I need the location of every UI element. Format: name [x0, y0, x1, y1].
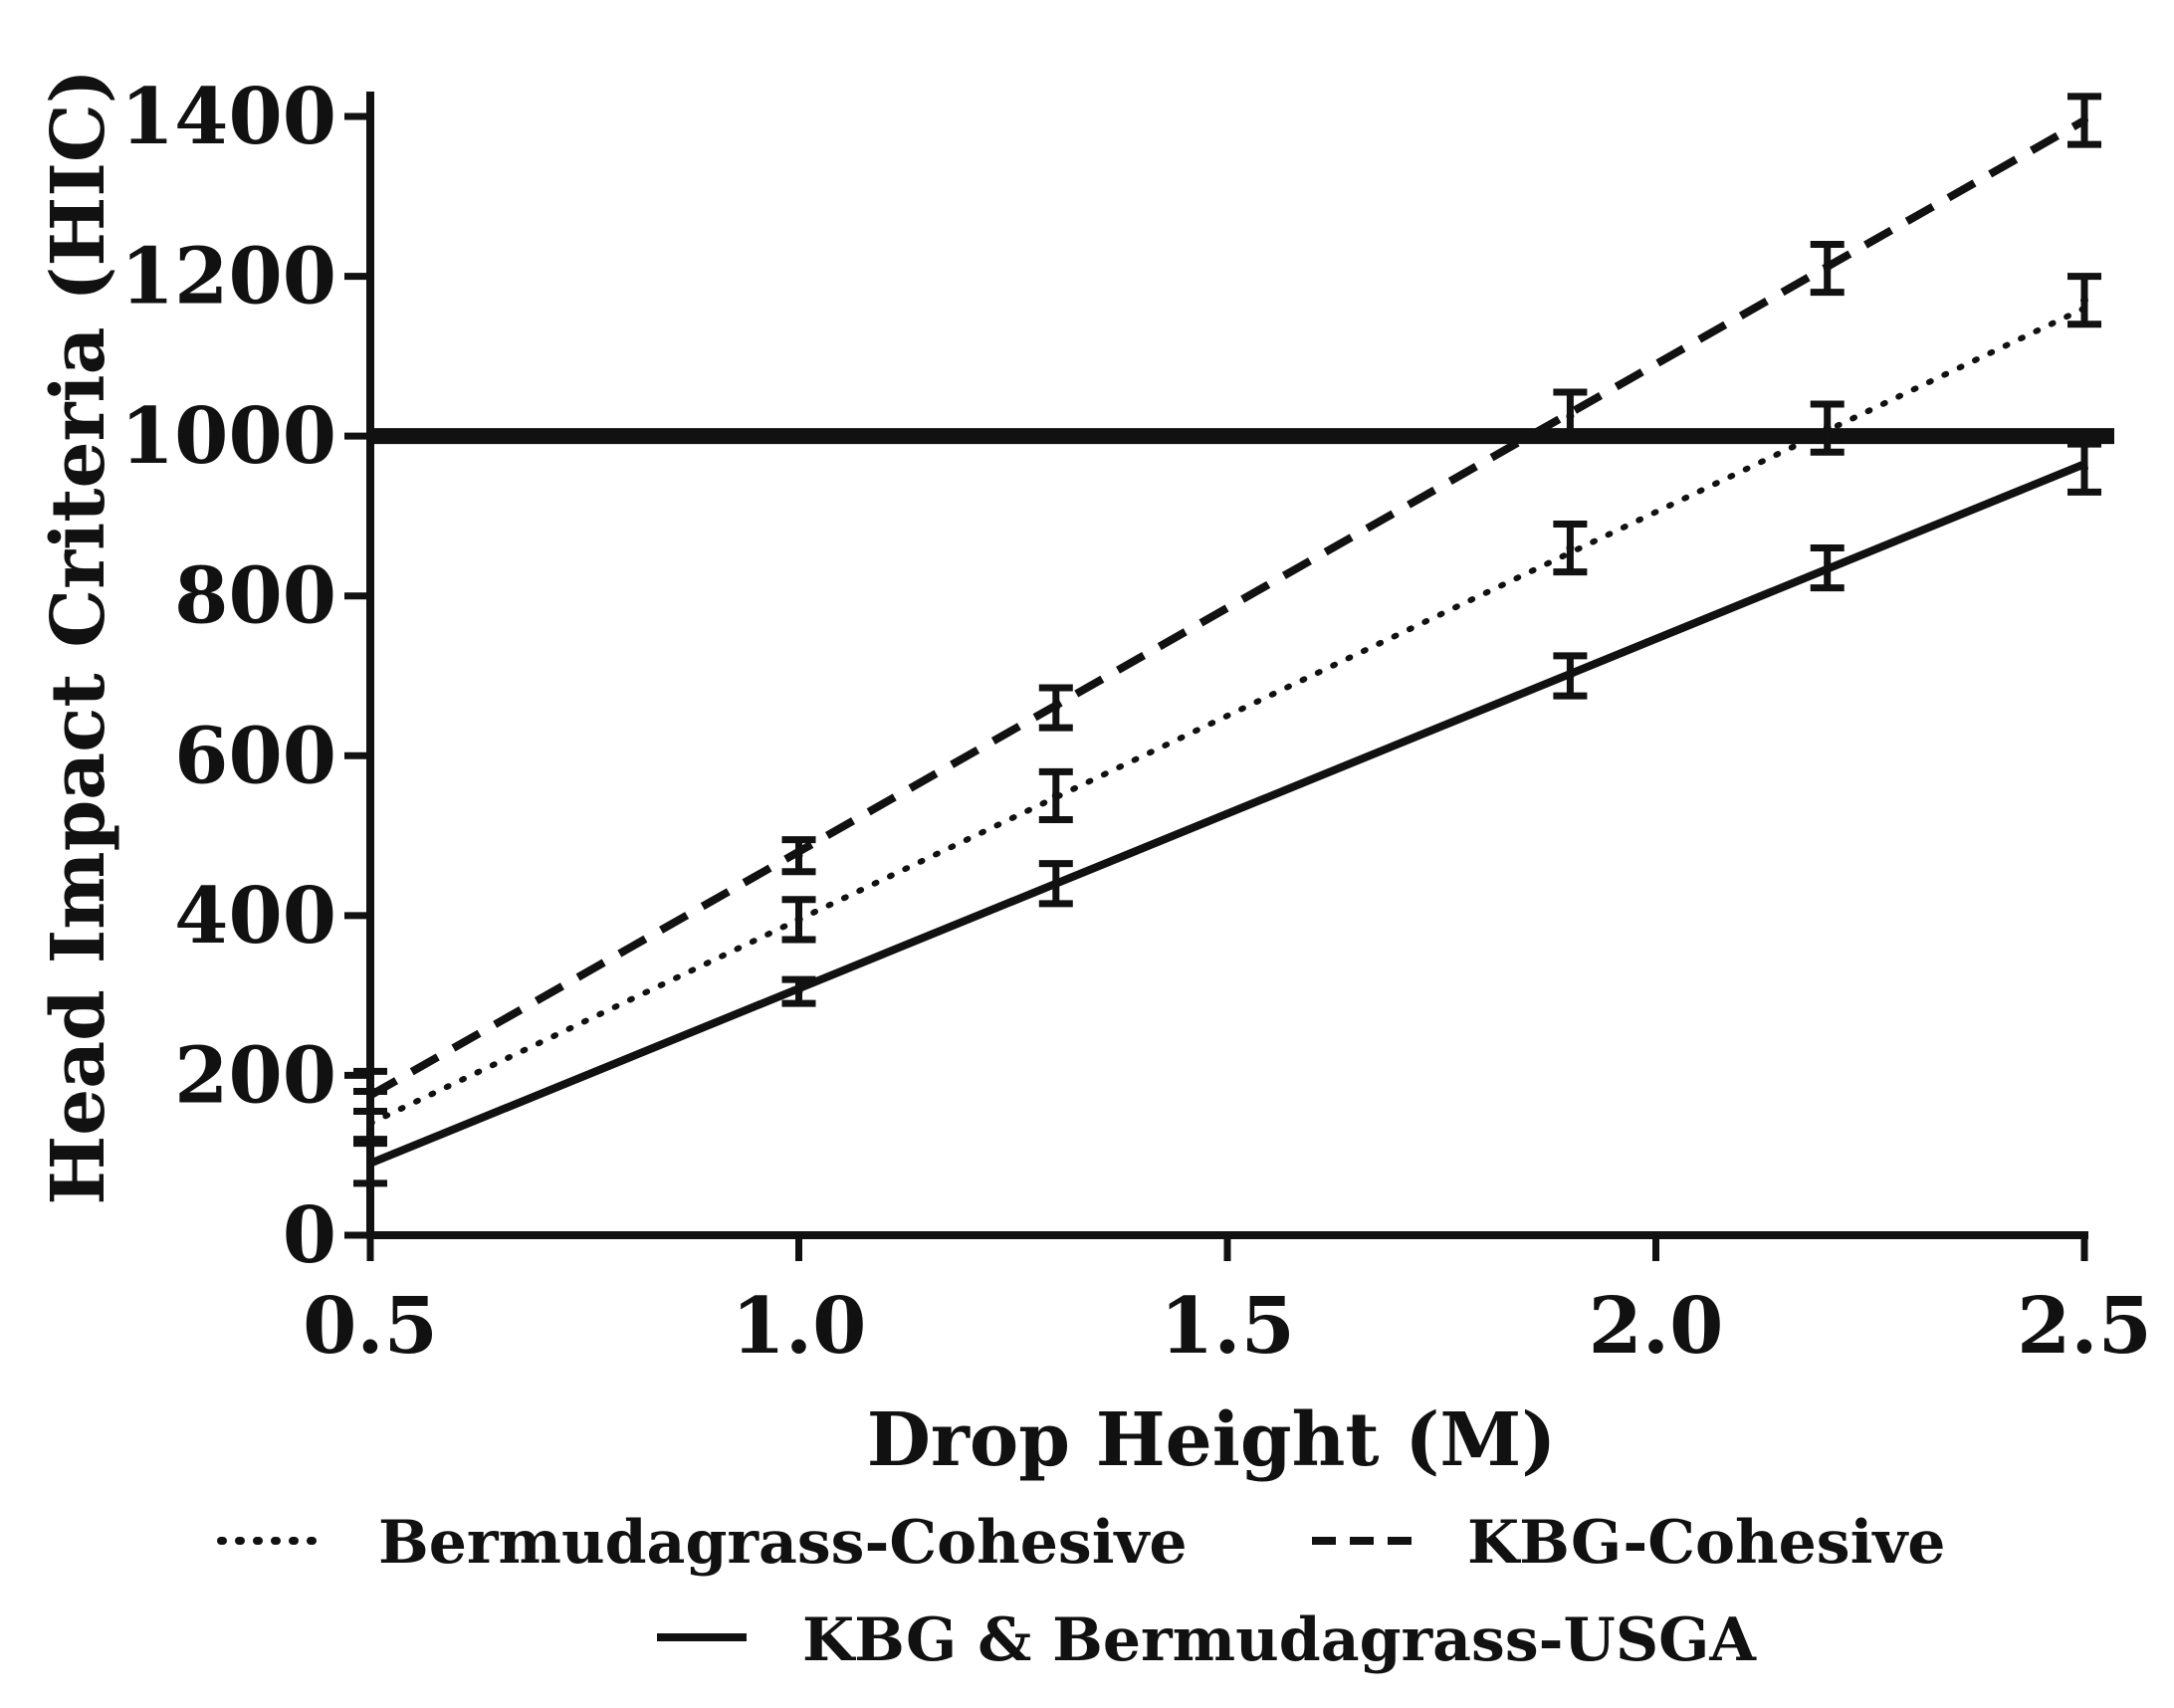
x-tick-label: 0.5: [303, 1281, 438, 1372]
y-tick-label: 600: [174, 711, 336, 801]
y-tick-label: 1000: [120, 391, 336, 482]
data-point-bermudagrass-cohesive: [1051, 791, 1060, 800]
data-point-kbg-bermudagrass-usga: [1823, 563, 1832, 572]
data-point-kbg-cohesive: [366, 1087, 374, 1096]
legend-label-kbg-cohesive: KBG-Cohesive: [1467, 1508, 1945, 1578]
data-point-bermudagrass-cohesive: [1566, 543, 1575, 552]
legend-entry-usga: KBG & Bermudagrass-USGA: [657, 1605, 1757, 1675]
series-line-bermudagrass-cohesive: [367, 305, 2087, 1127]
plot-area: 0 200 400 600 800 1000 1200 1400 0.5 1.0 1.5 2.0 2.5: [120, 72, 2152, 1372]
legend: Bermudagrass-Cohesive KBG-Cohesive KBG &…: [217, 1508, 1945, 1675]
data-point-kbg-cohesive: [2080, 116, 2088, 125]
data-point-kbg-bermudagrass-usga: [2080, 464, 2088, 473]
data-point-bermudagrass-cohesive: [794, 915, 803, 924]
legend-entry-kbg-cohesive: KBG-Cohesive: [1312, 1508, 1945, 1578]
data-point-kbg-cohesive: [1566, 412, 1575, 421]
legend-label-bermudagrass-cohesive: Bermudagrass-Cohesive: [378, 1508, 1188, 1578]
legend-entry-bermudagrass-cohesive: Bermudagrass-Cohesive: [217, 1508, 1188, 1578]
data-point-kbg-cohesive: [1051, 704, 1060, 713]
y-tick-label: 1400: [120, 72, 336, 162]
data-point-kbg-bermudagrass-usga: [794, 987, 803, 996]
y-tick-label: 1200: [120, 232, 336, 322]
y-tick-label: 800: [174, 551, 336, 642]
x-tick-label: 1.0: [732, 1281, 867, 1372]
data-point-bermudagrass-cohesive: [2080, 296, 2088, 305]
data-point-kbg-bermudagrass-usga: [1566, 672, 1575, 680]
data-point-kbg-cohesive: [794, 851, 803, 860]
y-axis-title: Head Impact Criteria (HIC): [36, 69, 121, 1205]
legend-label-usga: KBG & Bermudagrass-USGA: [802, 1605, 1757, 1675]
x-tick-label: 2.0: [1589, 1281, 1724, 1372]
x-axis-title: Drop Height (M): [867, 1397, 1557, 1483]
series-line-kbg-cohesive: [368, 116, 2086, 1099]
data-point-kbg-cohesive: [1823, 264, 1832, 273]
series-line-kbg-bermudagrass-usga: [368, 460, 2086, 1168]
y-tick-label: 0: [283, 1190, 336, 1281]
y-tick-label: 400: [174, 871, 336, 961]
x-tick-label: 1.5: [1160, 1281, 1295, 1372]
x-tick-label: 2.5: [2017, 1281, 2152, 1372]
data-point-bermudagrass-cohesive: [1823, 424, 1832, 433]
data-point-kbg-bermudagrass-usga: [1051, 879, 1060, 888]
y-tick-label: 200: [174, 1030, 336, 1121]
data-point-kbg-bermudagrass-usga: [366, 1159, 374, 1168]
